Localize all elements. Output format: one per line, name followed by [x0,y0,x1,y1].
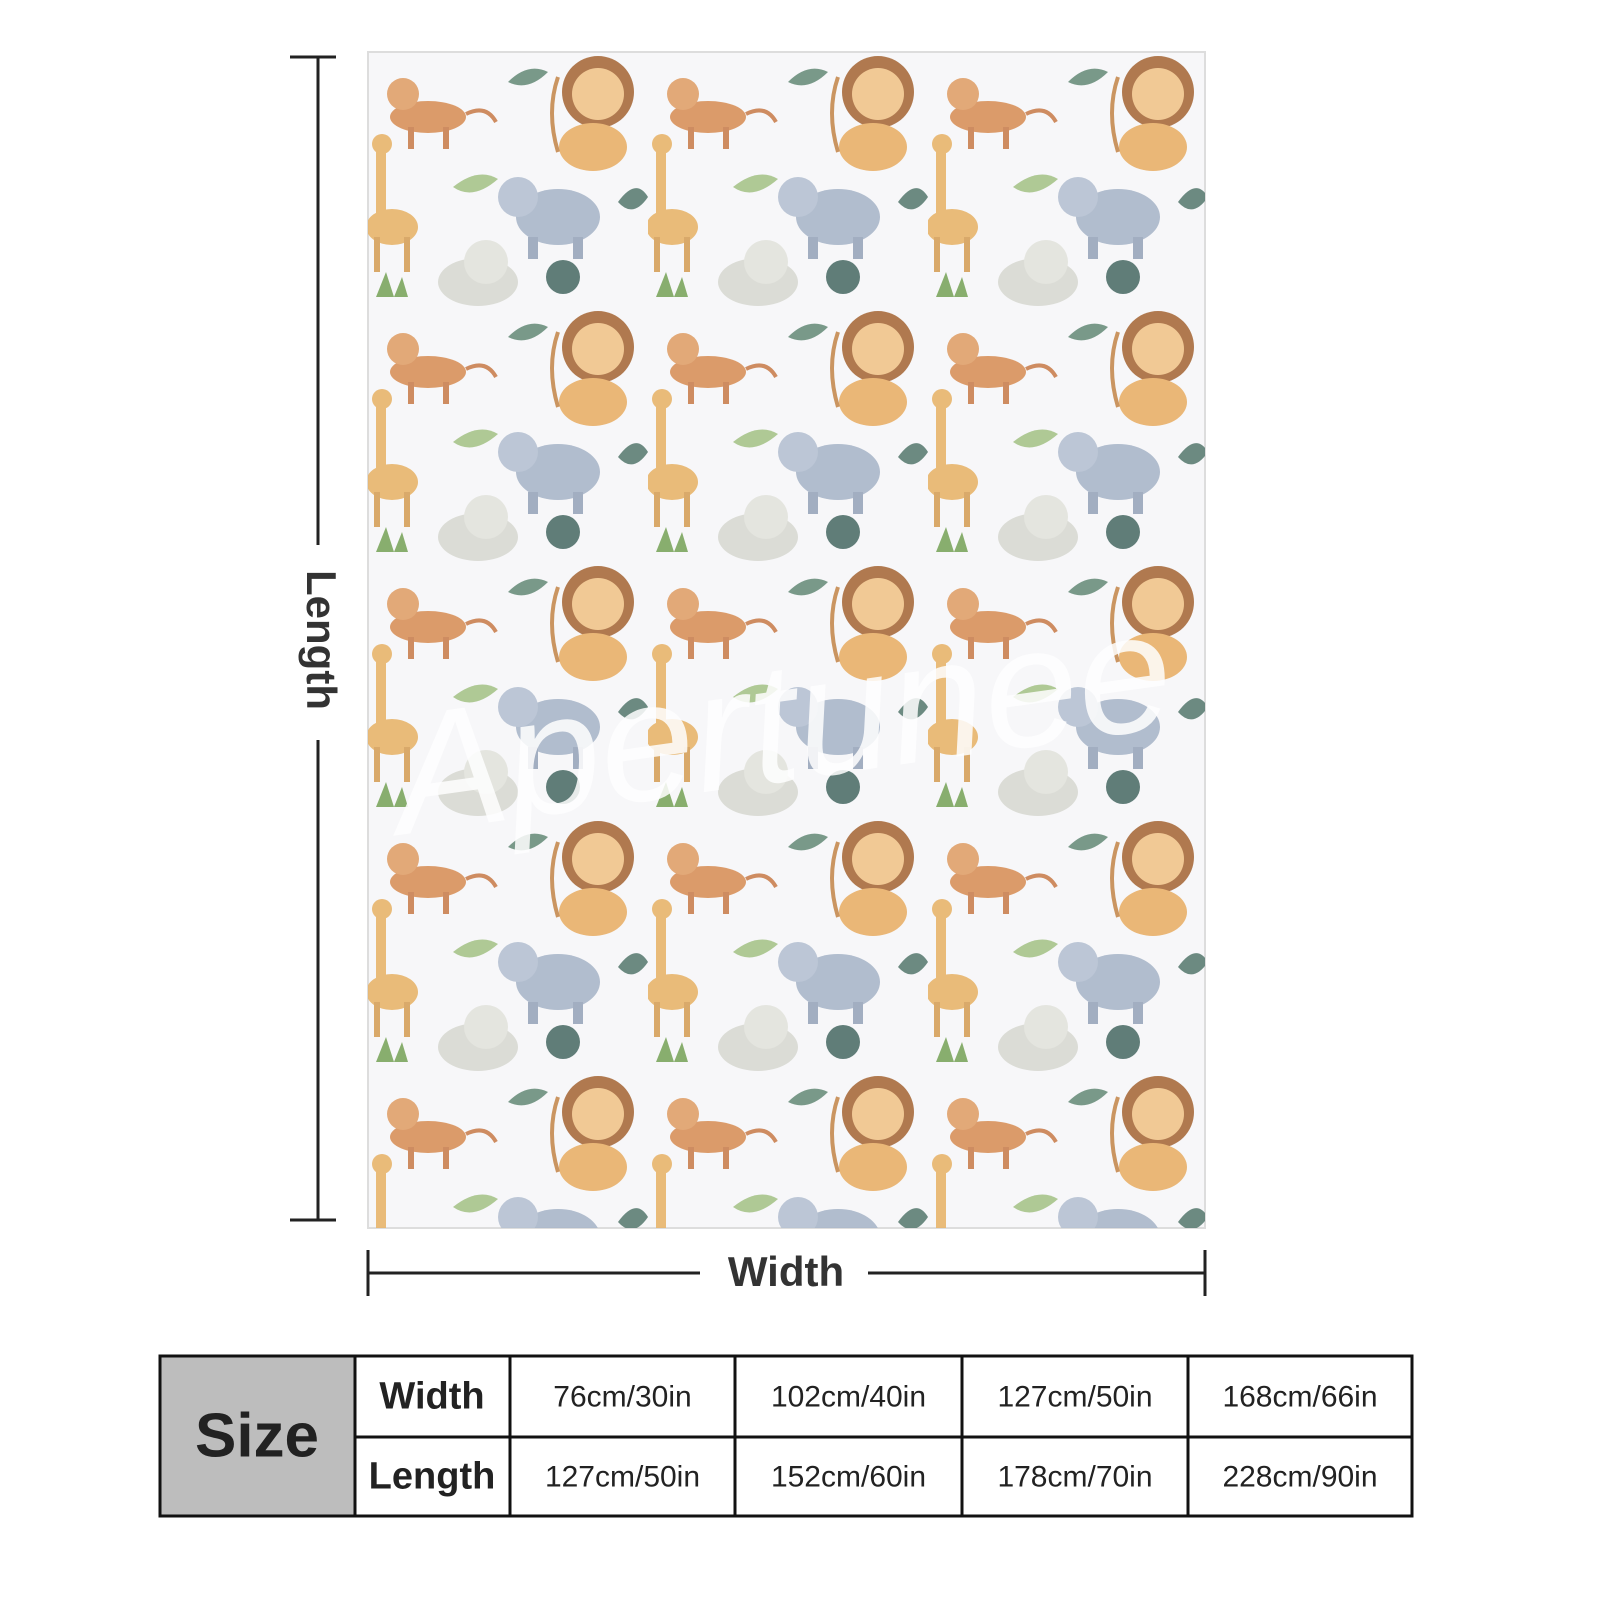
row-label: Width [379,1376,484,1418]
width-label: Width [728,1248,844,1295]
length-label: Length [298,570,345,710]
value-cell [960,1435,1190,1518]
value-cell [733,1435,964,1518]
size-value: 228cm/90in [1222,1460,1377,1493]
size-value: 168cm/66in [1222,1380,1377,1413]
size-value: 152cm/60in [771,1460,926,1493]
size-value: 76cm/30in [553,1380,691,1413]
size-value: 127cm/50in [997,1380,1152,1413]
width-dimension: Width [366,1248,1207,1296]
value-cell [1186,1354,1414,1439]
size-table: Size Width 76cm/30in 102cm/40in 127cm/50in 1… [158,1354,1414,1518]
length-dimension: Length [290,55,345,1222]
row-label: Length [369,1456,496,1498]
size-header: Size [195,1401,319,1470]
blanket-pattern [368,52,1205,1228]
row-label-cell [353,1435,512,1518]
size-value: 127cm/50in [545,1460,700,1493]
size-value: 102cm/40in [771,1380,926,1413]
value-cell [1186,1435,1414,1518]
size-value: 178cm/70in [997,1460,1152,1493]
value-cell [960,1354,1190,1439]
